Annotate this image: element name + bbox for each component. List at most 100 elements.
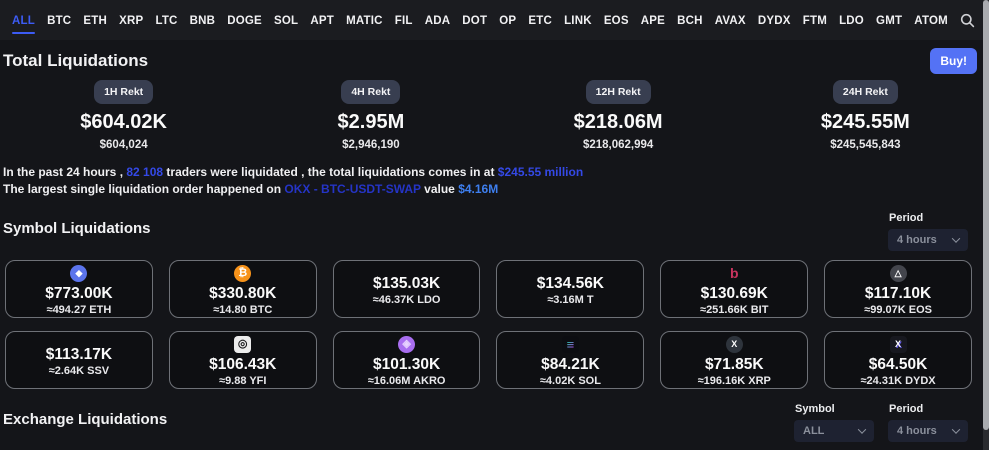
symbol-card-sol[interactable]: $84.21K ≈4.02K SOL [496, 331, 645, 389]
buy-button[interactable]: Buy! [930, 48, 977, 74]
symbol-card-akro[interactable]: $101.30K ≈16.06M AKRO [332, 331, 481, 389]
symbol-card-yfi[interactable]: $106.43K ≈9.88 YFI [168, 331, 317, 389]
nav-item-sol[interactable]: SOL [274, 15, 299, 27]
card-value: $113.17K [45, 345, 113, 363]
symbol-card-xrp[interactable]: $71.85K ≈196.16K XRP [660, 331, 809, 389]
card-amount: ≈196.16K XRP [697, 374, 771, 387]
stat-12h: 12H Rekt $218.06M $218,062,994 [495, 80, 742, 151]
exchange-section-header: Exchange Liquidations Symbol ALL Period … [0, 389, 989, 442]
card-amount: ≈2.64K SSV [48, 364, 110, 377]
nav-item-avax[interactable]: AVAX [714, 15, 746, 27]
card-value: $117.10K [864, 284, 932, 302]
sol-icon [561, 335, 579, 353]
symbol-card-bit[interactable]: $130.69K ≈251.66K BIT [660, 260, 809, 318]
page-header: Total Liquidations Buy! [0, 40, 989, 74]
symbol-card-eos[interactable]: $117.10K ≈99.07K EOS [824, 260, 972, 318]
nav-item-bch[interactable]: BCH [677, 15, 703, 27]
symbol-control: Symbol ALL [794, 403, 874, 442]
eos-icon [889, 264, 907, 282]
summary-line-2: The largest single liquidation order hap… [3, 181, 981, 198]
symbol-card-t[interactable]: $134.56K ≈3.16M T [496, 260, 645, 318]
largest-order-link[interactable]: OKX - BTC-USDT-SWAP [284, 182, 421, 196]
symbol-card-ssv[interactable]: $113.17K ≈2.64K SSV [5, 331, 153, 389]
nav-item-ada[interactable]: ADA [424, 15, 451, 27]
card-value: $134.56K [536, 274, 605, 292]
nav-item-op[interactable]: OP [499, 15, 517, 27]
card-amount: ≈9.88 YFI [219, 374, 267, 387]
card-value: $101.30K [372, 355, 441, 373]
card-value: $330.80K [209, 284, 277, 302]
page-title: Total Liquidations [3, 51, 149, 70]
exchange-section-title: Exchange Liquidations [3, 411, 168, 428]
period-dropdown-2[interactable]: 4 hours [888, 420, 968, 442]
nav-item-ldo[interactable]: LDO [839, 15, 864, 27]
top-nav: ALL BTC ETH XRP LTC BNB DOGE SOL APT MAT… [0, 0, 989, 40]
chevron-down-icon [951, 425, 961, 434]
card-amount: ≈251.66K BIT [700, 303, 769, 316]
card-value: $106.43K [209, 355, 277, 373]
nav-item-eos[interactable]: EOS [603, 15, 629, 27]
period-value-2: 4 hours [897, 425, 937, 437]
nav-item-etc[interactable]: ETC [528, 15, 552, 27]
nav-item-ape[interactable]: APE [640, 15, 666, 27]
nav-item-btc[interactable]: BTC [47, 15, 72, 27]
traders-count: 82 108 [126, 165, 164, 179]
nav-item-all[interactable]: ALL [12, 2, 35, 38]
stat-exact-4h: $2,946,190 [342, 139, 400, 151]
chevron-down-icon [951, 234, 961, 243]
symbol-label: Symbol [795, 403, 835, 415]
nav-item-dydx[interactable]: DYDX [757, 15, 791, 27]
card-amount: ≈4.02K SOL [539, 374, 601, 387]
chevron-down-icon [857, 425, 867, 434]
stat-exact-1h: $604,024 [99, 139, 148, 151]
nav-item-matic[interactable]: MATIC [346, 15, 383, 27]
nav-item-ftm[interactable]: FTM [802, 15, 827, 27]
summary-text: In the past 24 hours , [3, 165, 127, 179]
symbol-value: ALL [803, 425, 825, 437]
search-icon[interactable] [960, 13, 975, 28]
period-value: 4 hours [897, 234, 937, 246]
nav-item-link[interactable]: LINK [564, 15, 592, 27]
symbol-card-dydx[interactable]: $64.50K ≈24.31K DYDX [824, 331, 972, 389]
period-label: Period [889, 212, 924, 224]
stat-24h: 24H Rekt $245.55M $245,545,843 [742, 80, 989, 151]
card-value: $64.50K [868, 355, 928, 373]
nav-item-bnb[interactable]: BNB [189, 15, 216, 27]
stat-exact-12h: $218,062,994 [582, 139, 654, 151]
card-value: $135.03K [372, 274, 441, 292]
nav-item-atom[interactable]: ATOM [914, 15, 948, 27]
stat-badge-24h: 24H Rekt [832, 80, 898, 104]
stat-value-1h: $604.02K [80, 111, 167, 133]
nav-item-xrp[interactable]: XRP [119, 15, 144, 27]
akro-icon [398, 335, 416, 353]
stat-value-4h: $2.95M [337, 111, 405, 133]
symbol-card-eth[interactable]: $773.00K ≈494.27 ETH [5, 260, 153, 318]
dydx-icon [889, 335, 907, 353]
stat-value-24h: $245.55M [820, 111, 910, 133]
largest-order-value: $4.16M [458, 182, 499, 196]
stat-badge-12h: 12H Rekt [585, 80, 651, 104]
xrp-icon [725, 335, 743, 353]
symbol-cards-grid: $773.00K ≈494.27 ETH $330.80K ≈14.80 BTC… [5, 260, 972, 389]
card-amount: ≈24.31K DYDX [860, 374, 936, 387]
period-dropdown[interactable]: 4 hours [888, 229, 968, 251]
eth-icon [70, 264, 88, 282]
nav-item-fil[interactable]: FIL [394, 15, 413, 27]
nav-item-doge[interactable]: DOGE [227, 15, 262, 27]
nav-item-eth[interactable]: ETH [83, 15, 108, 27]
stat-badge-1h: 1H Rekt [94, 80, 154, 104]
summary-text: traders were liquidated , the total liqu… [163, 165, 498, 179]
symbol-card-ldo[interactable]: $135.03K ≈46.37K LDO [332, 260, 481, 318]
nav-item-gmt[interactable]: GMT [876, 15, 903, 27]
nav-item-ltc[interactable]: LTC [155, 15, 178, 27]
symbol-card-btc[interactable]: $330.80K ≈14.80 BTC [168, 260, 317, 318]
symbol-section-title: Symbol Liquidations [3, 220, 151, 237]
card-amount: ≈3.16M T [547, 293, 594, 306]
nav-item-apt[interactable]: APT [310, 15, 334, 27]
stat-exact-24h: $245,545,843 [830, 139, 901, 151]
nav-item-dot[interactable]: DOT [462, 15, 488, 27]
bit-icon [726, 265, 743, 282]
symbol-dropdown[interactable]: ALL [794, 420, 874, 442]
period-control: Period 4 hours [888, 212, 968, 251]
scrollbar-thumb[interactable] [983, 0, 989, 430]
